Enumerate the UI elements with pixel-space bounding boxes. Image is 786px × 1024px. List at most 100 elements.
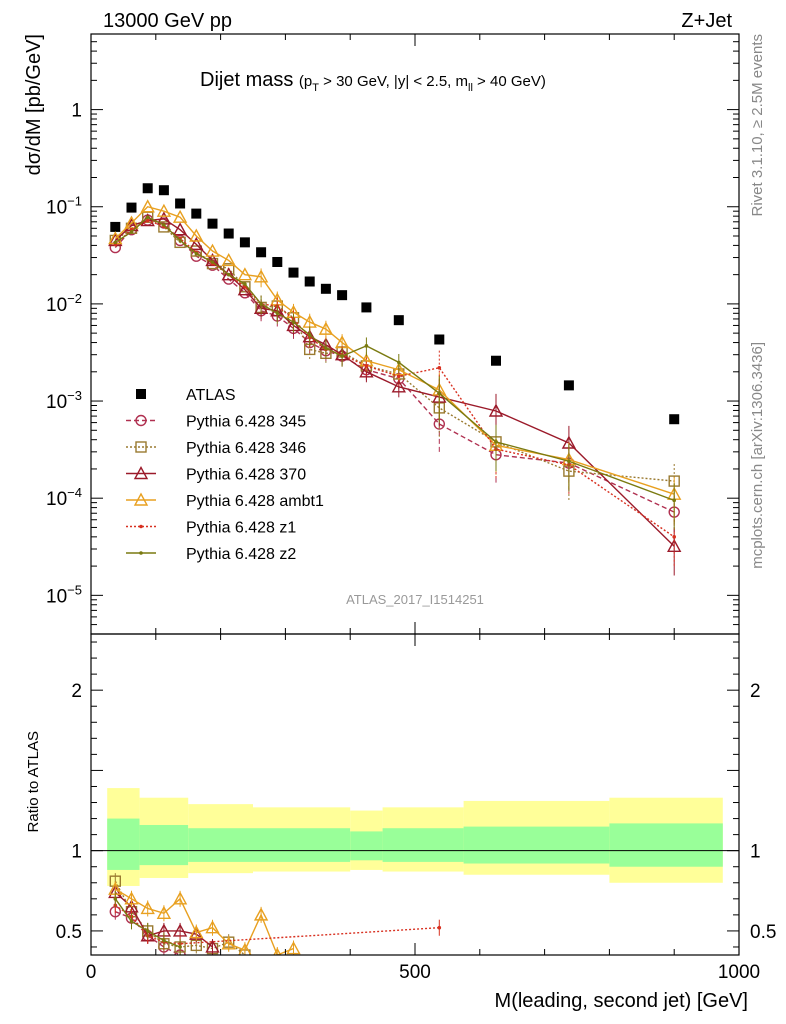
ratio-y-tick-label-right: 1 [750,842,761,863]
x-axis-label: M(leading, second jet) [GeV] [495,990,748,1012]
legend-entry: Pythia 6.428 z1 [126,520,296,537]
title-m-cut: > 40 GeV) [473,73,546,90]
data-point [397,360,401,365]
legend-entry: Pythia 6.428 370 [126,466,306,484]
legend-label: ATLAS [186,387,236,404]
data-point [243,282,247,286]
legend-marker [135,441,147,453]
y-tick-label: 10−5 [46,582,82,607]
header-left: 13000 GeV pp [103,10,232,32]
data-point [223,228,234,239]
data-point [205,243,220,257]
data-point [364,364,369,368]
data-point [364,344,369,348]
data-point [194,251,199,256]
data-point [237,282,253,296]
ratio-point [156,905,172,919]
ratio-plot-frame [90,633,740,956]
ratio-point [221,936,236,950]
data-point [259,302,263,306]
data-point [307,333,312,337]
ratio-inner-band [253,828,351,862]
data-point [237,267,253,281]
data-point [256,247,267,258]
data-point [272,256,283,267]
legend-label: Pythia 6.428 345 [186,414,306,431]
data-point [207,218,218,229]
data-point [156,203,172,217]
data-point [158,185,169,196]
ratio-inner-band [609,823,723,867]
rivet-label: Rivet 3.1.10, ≥ 2.5M events [749,34,766,217]
legend-label: Pythia 6.428 ambt1 [186,493,324,510]
data-point [189,228,204,242]
main-y-axis-label: dσ/dM [pb/GeV] [23,34,45,175]
data-point [491,355,501,366]
data-point [113,240,118,245]
data-point [391,379,406,393]
legend-entry: Pythia 6.428 ambt1 [126,492,324,510]
ratio-point [140,900,155,915]
ratio-y-tick-label-left: 1 [71,842,82,863]
y-tick-label: 10−1 [46,194,82,219]
y-tick-label: 1 [71,101,82,122]
data-point [672,535,676,539]
legend-label: Pythia 6.428 z1 [186,520,296,537]
data-point [397,374,401,379]
title-main: Dijet mass [200,69,293,91]
data-point [488,403,504,417]
data-point [162,223,166,227]
data-point [221,252,236,267]
ratio-inner-band [463,826,610,864]
data-point [304,276,315,287]
legend-marker [133,466,149,480]
ratio-point [124,891,139,905]
data-point [189,236,204,251]
mcplots-label: mcplots.cern.ch [arXiv:1306.3436] [749,342,766,569]
ratio-y-axis-label: Ratio to ATLAS [25,731,42,832]
ratio-series-4 [113,897,442,952]
legend-marker [139,524,143,529]
series-6 [113,215,676,530]
y-tick-label: 10−3 [46,388,82,413]
data-point [567,459,571,464]
legend-label: Pythia 6.428 346 [186,440,306,457]
data-point [110,221,121,232]
ratio-line [114,904,440,945]
main-panel-title: Dijet mass (pT > 30 GeV, |y| < 2.5, mll … [200,69,546,94]
y-tick-label: 10−2 [46,291,82,316]
ratio-point [162,938,166,943]
data-point [191,208,202,219]
data-point [291,320,296,324]
data-point [318,321,334,335]
ratio-point [253,907,269,921]
ratio-point [189,925,204,939]
title-pt-subscript: T [312,82,319,94]
data-point [669,414,680,425]
series-0 [110,183,680,425]
legend-label: Pythia 6.428 370 [186,467,306,484]
x-tick-label: 500 [399,962,431,983]
data-point [239,281,251,293]
legend-marker [136,389,146,399]
data-point [253,269,269,283]
data-point [275,311,280,316]
data-point [158,221,170,233]
data-point [145,215,150,220]
ratio-inner-band [107,818,140,870]
ratio-point [205,939,220,953]
legend-entry: Pythia 6.428 345 [126,414,306,431]
ratio-y-tick-label-left: 0.5 [56,922,82,943]
ratio-point [145,929,150,933]
data-point [226,272,231,277]
data-point [288,267,299,278]
data-point [494,440,498,444]
data-point [190,245,203,257]
ratio-inner-band [350,831,383,861]
legend-marker [139,551,143,555]
ratio-inner-band [188,828,253,862]
main-plot-frame [90,33,740,635]
y-tick-label: 10−4 [46,485,82,510]
x-tick-label: 1000 [718,962,760,983]
ratio-point [286,941,301,955]
